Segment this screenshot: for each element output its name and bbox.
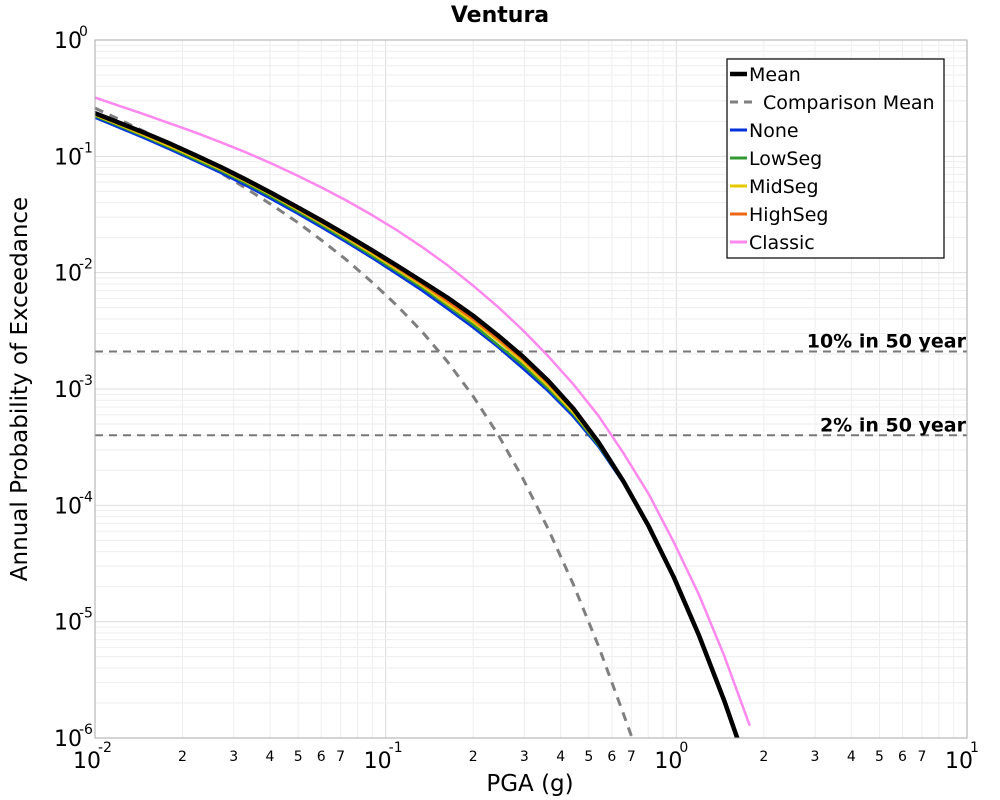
- reference-label: 2% in 50 year: [820, 414, 967, 436]
- x-minor-tick-label: 5: [294, 749, 303, 765]
- legend-label: None: [749, 120, 799, 142]
- x-minor-tick-label: 2: [759, 749, 768, 765]
- x-tick-label: 10: [945, 749, 973, 774]
- legend-label: MidSeg: [749, 176, 819, 198]
- x-minor-tick-label: 5: [875, 749, 884, 765]
- x-tick-label: 10: [364, 749, 392, 774]
- plot-frame: [94, 39, 968, 739]
- x-minor-tick-label: 4: [266, 749, 275, 765]
- legend-label: Classic: [749, 232, 815, 254]
- x-minor-tick-label: 4: [556, 749, 565, 765]
- y-tick-label: 10: [54, 378, 82, 403]
- legend-label: LowSeg: [749, 148, 822, 170]
- reference-labels: 10% in 50 year 2% in 50 year: [807, 331, 967, 437]
- y-axis-label: Annual Probability of Exceedance: [7, 197, 33, 581]
- y-tick-exponent: -5: [79, 606, 93, 622]
- legend: Mean Comparison Mean None LowSeg MidSeg HighS…: [726, 58, 945, 259]
- x-minor-tick-label: 3: [811, 749, 820, 765]
- y-tick-label: 10: [54, 29, 82, 54]
- x-minor-tick-label: 2: [178, 749, 187, 765]
- chart-title: Ventura: [451, 3, 549, 28]
- reference-lines: [95, 350, 967, 437]
- x-minor-tick-label: 2: [469, 749, 478, 765]
- x-minor-tick-label: 6: [607, 749, 616, 765]
- y-tick-label: 10: [54, 727, 82, 752]
- x-minor-tick-label: 3: [520, 749, 529, 765]
- x-minor-tick-label: 4: [847, 749, 856, 765]
- y-tick-label: 10: [54, 262, 82, 287]
- x-tick-exponent: 0: [679, 740, 688, 756]
- series-line-classic: [95, 96, 751, 726]
- series-lines: [95, 96, 751, 738]
- x-tick-exponent: -2: [98, 740, 112, 756]
- x-tick-label: 10: [654, 749, 682, 774]
- reference-label: 10% in 50 year: [807, 331, 967, 353]
- y-tick-exponent: -4: [79, 489, 93, 505]
- legend-label: HighSeg: [749, 204, 828, 226]
- legend-label: Mean: [749, 64, 801, 86]
- x-minor-tick-label: 3: [229, 749, 238, 765]
- y-tick-exponent: 0: [79, 24, 88, 40]
- series-line-mean: [95, 110, 740, 738]
- x-tick-exponent: 1: [970, 740, 979, 756]
- y-tick-label: 10: [54, 611, 82, 636]
- y-tick-exponent: -3: [79, 373, 93, 389]
- grid: [94, 40, 967, 739]
- x-axis-label: PGA (g): [486, 771, 573, 797]
- y-tick-exponent: -2: [79, 257, 93, 273]
- x-minor-tick-label: 7: [336, 749, 345, 765]
- x-minor-tick-label: 6: [898, 749, 907, 765]
- x-minor-tick-label: 7: [627, 749, 636, 765]
- y-tick-exponent: -1: [79, 140, 93, 156]
- y-tick-label: 10: [54, 145, 82, 170]
- y-tick-label: 10: [54, 494, 82, 519]
- x-minor-tick-label: 5: [584, 749, 593, 765]
- x-minor-tick-label: 7: [918, 749, 927, 765]
- legend-label: Comparison Mean: [763, 92, 935, 114]
- x-tick-label: 10: [73, 749, 101, 774]
- x-tick-exponent: -1: [389, 740, 403, 756]
- x-minor-tick-label: 6: [317, 749, 326, 765]
- y-tick-exponent: -6: [79, 722, 93, 738]
- legend-box: [726, 58, 945, 259]
